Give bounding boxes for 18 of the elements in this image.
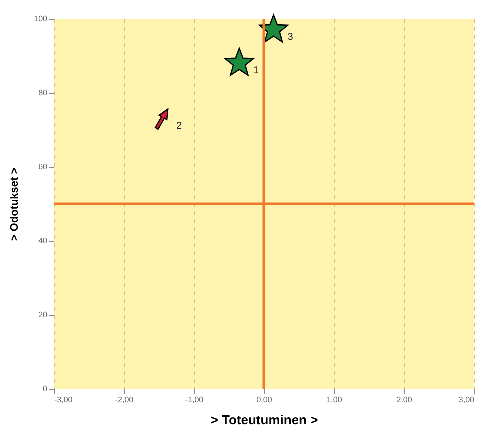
y-tick-label: 40 <box>38 236 48 246</box>
annotation: 1 <box>254 65 260 76</box>
y-tick-label: 100 <box>34 14 48 24</box>
x-tick-label: 3,00 <box>458 396 476 404</box>
x-axis-title: > Toteutuminen > <box>210 412 319 428</box>
x-tick-label: 2,00 <box>396 396 413 404</box>
x-tick-label: -1,00 <box>185 396 204 404</box>
x-tick-label: -2,00 <box>115 396 134 404</box>
y-axis-title: > Odotukset > <box>9 168 22 242</box>
x-tick-label: 1,00 <box>326 396 343 404</box>
annotation: 2 <box>176 120 182 132</box>
y-tick-label: 20 <box>38 310 48 320</box>
x-tick-label: -3,00 <box>54 396 74 404</box>
y-tick-label: 60 <box>38 162 48 172</box>
y-tick-label: 0 <box>43 384 48 394</box>
annotation: 3 <box>288 32 294 44</box>
y-tick-label: 80 <box>38 88 48 98</box>
x-tick-label: 0,00 <box>256 396 273 404</box>
